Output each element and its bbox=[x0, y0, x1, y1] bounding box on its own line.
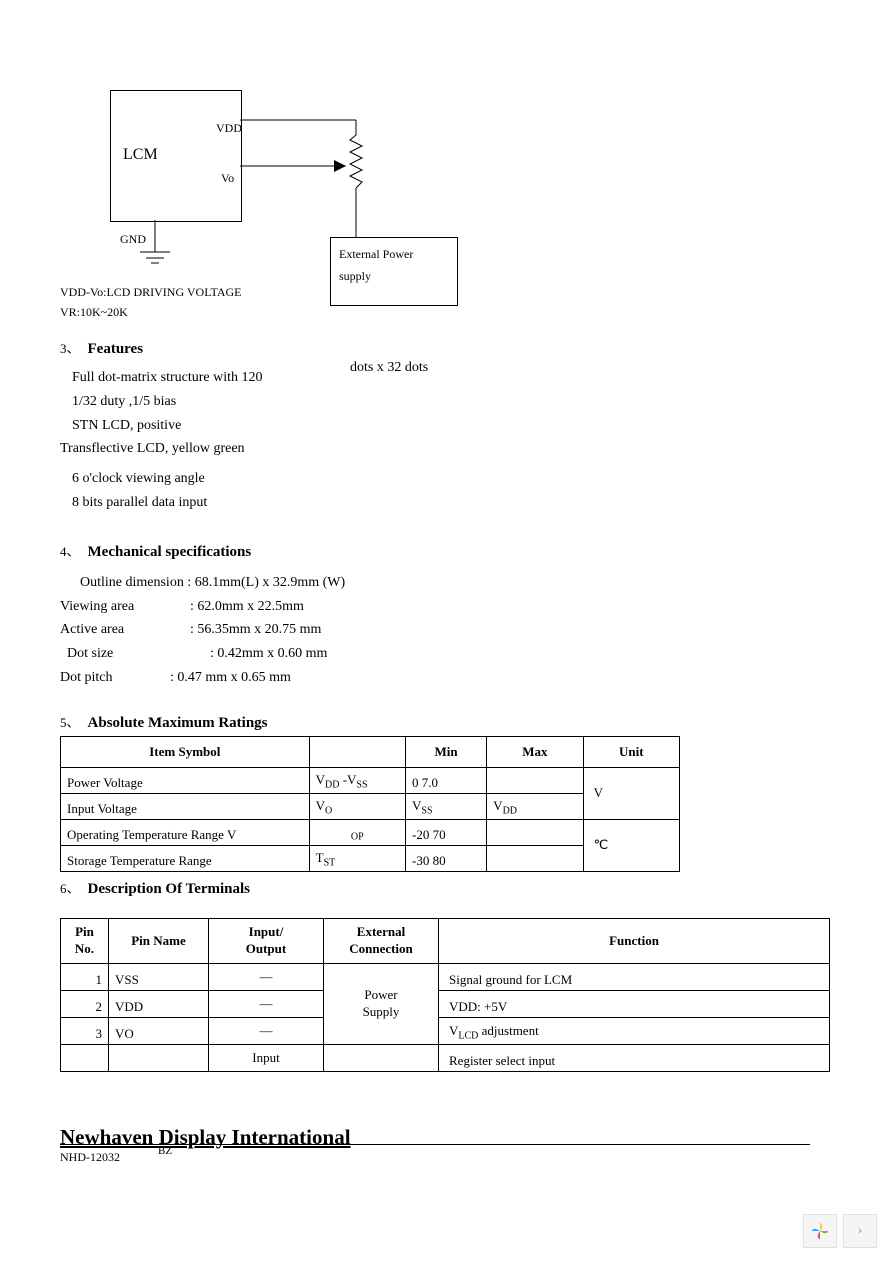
section-4-num: 4、 bbox=[60, 541, 80, 560]
term-pin-no bbox=[61, 1044, 109, 1071]
table-row: 1 VSS — PowerSupply Signal ground for LC… bbox=[61, 963, 830, 990]
mech-value: : 0.47 mm x 0.65 mm bbox=[170, 666, 291, 690]
section-5-title: Absolute Maximum Ratings bbox=[88, 715, 268, 732]
mech-value: : 0.42mm x 0.60 mm bbox=[210, 642, 327, 666]
term-pin-no: 3 bbox=[61, 1017, 109, 1044]
amr-cell: TST bbox=[309, 845, 405, 871]
amr-cell: VDD -VSS bbox=[309, 767, 405, 793]
term-io: — bbox=[209, 990, 324, 1017]
section-5-num: 5、 bbox=[60, 712, 80, 731]
table-header-row: PinNo. Pin Name Input/Output ExternalCon… bbox=[61, 918, 830, 963]
amr-cell: Power Voltage bbox=[61, 767, 310, 793]
footer-bz: BZ bbox=[158, 1145, 172, 1157]
feature-line: 8 bits parallel data input bbox=[72, 491, 830, 515]
nav-logo-button[interactable] bbox=[803, 1214, 837, 1248]
term-ext: PowerSupply bbox=[324, 963, 439, 1044]
amr-cell bbox=[487, 819, 583, 845]
amr-table: Item Symbol Min Max Unit Power Voltage V… bbox=[60, 736, 680, 872]
term-header: Function bbox=[439, 918, 830, 963]
dots-side-text: dots x 32 dots bbox=[350, 360, 428, 376]
table-row: 3 VO — VLCD adjustment bbox=[61, 1017, 830, 1044]
term-func: Signal ground for LCM bbox=[439, 963, 830, 990]
amr-cell bbox=[487, 845, 583, 871]
table-row: Operating Temperature Range V OP -20 70 … bbox=[61, 819, 680, 845]
term-func: Register select input bbox=[439, 1044, 830, 1071]
amr-cell: Input Voltage bbox=[61, 793, 310, 819]
section-4-title: Mechanical specifications bbox=[88, 544, 252, 561]
term-io: — bbox=[209, 1017, 324, 1044]
term-pin-no: 1 bbox=[61, 963, 109, 990]
feature-line: Transflective LCD, yellow green bbox=[60, 437, 830, 461]
amr-cell: OP bbox=[309, 819, 405, 845]
table-row: Input Register select input bbox=[61, 1044, 830, 1071]
mech-line: Outline dimension : 68.1mm(L) x 32.9mm (… bbox=[60, 571, 830, 595]
term-pin-no: 2 bbox=[61, 990, 109, 1017]
section-3-num: 3、 bbox=[60, 338, 80, 357]
table-row: Power Voltage VDD -VSS 0 7.0 V bbox=[61, 767, 680, 793]
amr-cell: VO bbox=[309, 793, 405, 819]
term-pin-name: VDD bbox=[109, 990, 209, 1017]
term-pin-name: VO bbox=[109, 1017, 209, 1044]
term-header: PinNo. bbox=[61, 918, 109, 963]
term-header: Pin Name bbox=[109, 918, 209, 963]
nav-next-button[interactable]: › bbox=[843, 1214, 877, 1248]
term-ext bbox=[324, 1044, 439, 1071]
section-3-title: Features bbox=[88, 341, 144, 358]
feature-line: STN LCD, positive bbox=[72, 414, 830, 438]
term-func: VDD: +5V bbox=[439, 990, 830, 1017]
amr-unit: V bbox=[583, 767, 679, 819]
amr-header bbox=[309, 736, 405, 767]
amr-header: Max bbox=[487, 736, 583, 767]
mech-label: Dot pitch bbox=[60, 666, 170, 690]
mech-label: Viewing area bbox=[60, 595, 190, 619]
mech-label: Active area bbox=[60, 618, 190, 642]
feature-line: 6 o'clock viewing angle bbox=[72, 467, 830, 491]
section-6-num: 6、 bbox=[60, 878, 80, 897]
diagram-wires bbox=[60, 80, 460, 330]
chevron-right-icon: › bbox=[858, 1223, 863, 1239]
table-header-row: Item Symbol Min Max Unit bbox=[61, 736, 680, 767]
amr-cell: VDD bbox=[487, 793, 583, 819]
mech-label: Dot size bbox=[60, 642, 210, 666]
term-header: Input/Output bbox=[209, 918, 324, 963]
term-pin-name: VSS bbox=[109, 963, 209, 990]
term-header: ExternalConnection bbox=[324, 918, 439, 963]
footer-sub: NHD-12032 bbox=[60, 1150, 830, 1165]
mech-value: : 62.0mm x 22.5mm bbox=[190, 595, 304, 619]
mech-value: : 56.35mm x 20.75 mm bbox=[190, 618, 321, 642]
table-row: 2 VDD — VDD: +5V bbox=[61, 990, 830, 1017]
amr-cell: VSS bbox=[406, 793, 487, 819]
amr-header: Item Symbol bbox=[61, 736, 310, 767]
mech-specs: Outline dimension : 68.1mm(L) x 32.9mm (… bbox=[60, 571, 830, 690]
features-list: Full dot-matrix structure with 120 1/32 … bbox=[60, 366, 830, 515]
feature-line: Full dot-matrix structure with 120 bbox=[72, 366, 830, 390]
amr-cell bbox=[487, 767, 583, 793]
term-pin-name bbox=[109, 1044, 209, 1071]
amr-header: Unit bbox=[583, 736, 679, 767]
term-func: VLCD adjustment bbox=[439, 1017, 830, 1044]
term-io: — bbox=[209, 963, 324, 990]
feature-line: 1/32 duty ,1/5 bias bbox=[72, 390, 830, 414]
amr-cell: -20 70 bbox=[406, 819, 487, 845]
amr-unit: ℃ bbox=[583, 819, 679, 871]
page-nav-widget: › bbox=[803, 1214, 877, 1248]
page-footer: Newhaven Display International NHD-12032… bbox=[60, 1125, 830, 1165]
amr-cell: 0 7.0 bbox=[406, 767, 487, 793]
term-io: Input bbox=[209, 1044, 324, 1071]
pinwheel-icon bbox=[809, 1220, 831, 1242]
footer-title: Newhaven Display International bbox=[60, 1125, 830, 1150]
amr-cell: Storage Temperature Range bbox=[61, 845, 310, 871]
footer-rule bbox=[60, 1144, 810, 1145]
section-6-title: Description Of Terminals bbox=[88, 881, 251, 898]
circuit-diagram: LCM VDD Vo GND VDD-Vo:LCD DRIVING VOLTAG… bbox=[60, 80, 830, 330]
terminals-table: PinNo. Pin Name Input/Output ExternalCon… bbox=[60, 918, 830, 1072]
amr-header: Min bbox=[406, 736, 487, 767]
amr-cell: -30 80 bbox=[406, 845, 487, 871]
amr-cell: Operating Temperature Range V bbox=[61, 819, 310, 845]
